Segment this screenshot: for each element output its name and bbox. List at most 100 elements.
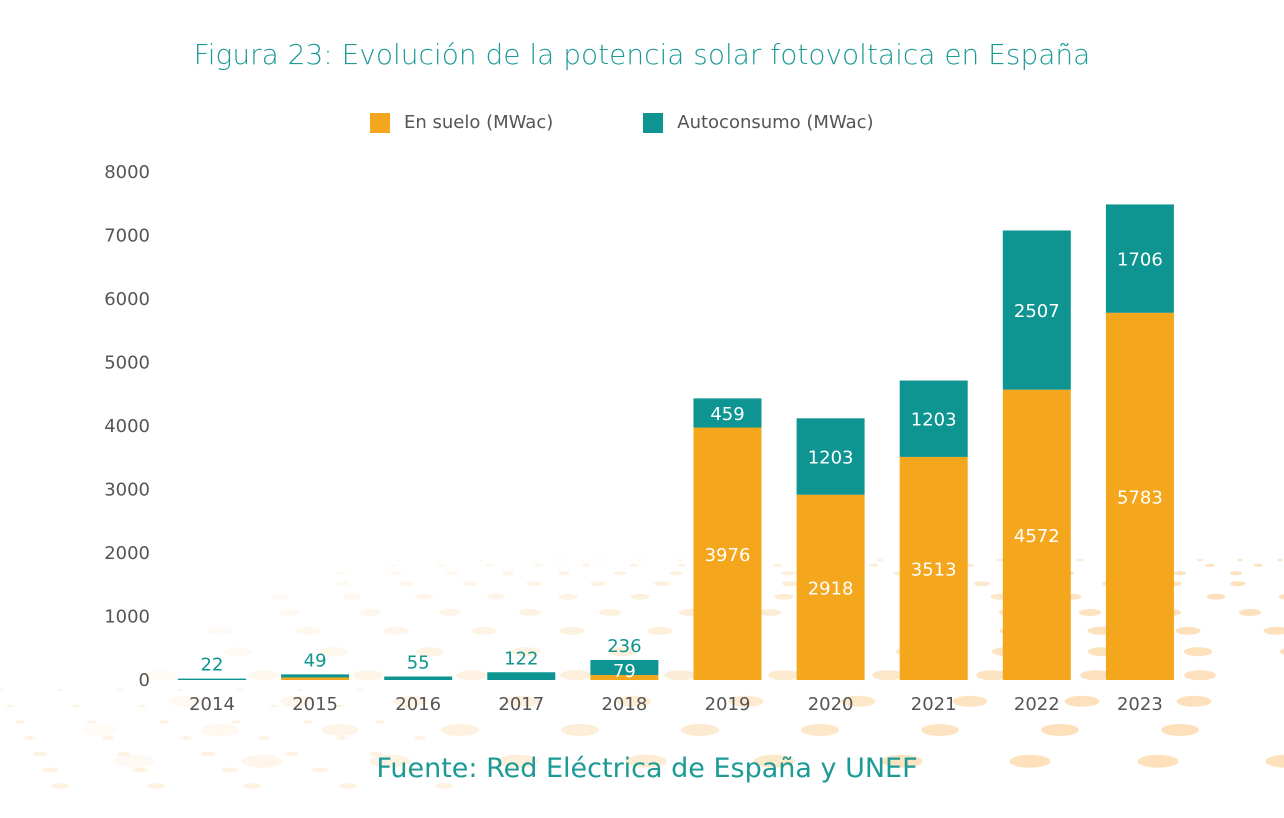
background-dot — [637, 559, 643, 561]
background-dot — [921, 724, 959, 736]
data-label: 5783 — [1117, 487, 1163, 508]
bar-segment-autoconsumo — [487, 672, 556, 680]
background-dot — [398, 581, 414, 587]
background-dot — [334, 581, 350, 587]
y-tick-label: 2000 — [104, 543, 150, 564]
bars: 22 49 55 122 79 236 3976 459 2918 1203 3513 1203 457… — [178, 204, 1174, 682]
legend: En suelo (MWac) Autoconsumo (MWac) — [370, 112, 964, 133]
legend-label: En suelo (MWac) — [404, 112, 554, 133]
background-dot — [557, 559, 563, 561]
background-dot — [1041, 724, 1079, 736]
background-dot — [613, 571, 627, 576]
background-dot — [560, 670, 592, 681]
background-dot — [336, 736, 348, 740]
background-dot — [1176, 695, 1212, 707]
background-dot — [113, 754, 155, 768]
legend-item-en-suelo: En suelo (MWac) — [370, 112, 553, 133]
background-dot — [590, 581, 606, 587]
background-dot — [768, 670, 800, 681]
background-dot — [773, 563, 783, 567]
background-dot — [616, 695, 652, 707]
background-dot — [437, 559, 443, 561]
background-dot — [869, 563, 879, 567]
background-dot — [441, 724, 479, 736]
background-dot — [168, 695, 204, 707]
background-dot — [774, 593, 794, 600]
data-label: 4572 — [1014, 526, 1060, 547]
background-dot — [270, 704, 278, 708]
bar-segment-en-suelo — [1002, 389, 1071, 680]
background-dot — [201, 751, 215, 757]
background-dot — [1237, 559, 1243, 561]
x-tick-label: 2018 — [601, 694, 647, 715]
background-dot — [144, 670, 176, 681]
background-dot — [497, 754, 539, 768]
x-tick-label: 2019 — [705, 694, 751, 715]
background-dot — [336, 704, 344, 708]
background-dot — [1253, 563, 1263, 567]
data-label: 49 — [304, 650, 327, 671]
background-dot — [1161, 724, 1199, 736]
background-dot — [237, 689, 243, 691]
background-dot — [147, 783, 165, 789]
background-dot — [1277, 559, 1283, 561]
background-dot — [445, 571, 459, 576]
background-dot — [279, 609, 301, 616]
background-dot — [877, 559, 883, 561]
legend-swatch-en-suelo — [370, 112, 390, 133]
background-dot — [51, 783, 69, 789]
x-tick-label: 2021 — [911, 694, 957, 715]
data-label: 3513 — [911, 559, 957, 580]
background-dot — [117, 751, 131, 757]
background-dot — [383, 626, 409, 635]
background-dot — [526, 581, 542, 587]
background-dot — [840, 695, 876, 707]
background-dot — [471, 626, 497, 635]
y-tick-label: 4000 — [104, 416, 150, 437]
y-tick-label: 6000 — [104, 289, 150, 310]
chart-title: Figura 23: Evolución de la potencia sola… — [193, 38, 1091, 71]
background-dot — [1265, 754, 1284, 768]
legend-swatch-autoconsumo — [643, 112, 664, 133]
data-label: 236 — [607, 636, 641, 657]
background-dot — [625, 754, 667, 768]
data-label: 1706 — [1117, 250, 1163, 271]
data-label: 79 — [613, 661, 636, 682]
background-dot — [1184, 670, 1216, 681]
background-dot — [1173, 571, 1187, 576]
background-dot — [132, 767, 148, 773]
bar-segment-autoconsumo — [796, 418, 865, 495]
background-dot — [1183, 647, 1213, 657]
background-dot — [1205, 563, 1215, 567]
bar-segment-en-suelo — [693, 427, 762, 680]
background-dot — [223, 647, 253, 657]
background-dot — [303, 720, 313, 724]
background-dot — [270, 593, 290, 600]
background-dot — [456, 670, 488, 681]
background-dot — [231, 720, 241, 724]
background-dot — [759, 609, 781, 616]
background-dot — [1239, 609, 1261, 616]
bar-segment-en-suelo — [796, 494, 865, 680]
background-dot — [1080, 670, 1112, 681]
background-dot — [15, 720, 25, 724]
background-dot — [201, 724, 239, 736]
bar-segment-en-suelo — [1105, 312, 1174, 680]
bar-segment-autoconsumo — [384, 676, 453, 680]
background-dot — [974, 581, 990, 587]
background-dot — [801, 724, 839, 736]
background-dot — [397, 559, 403, 561]
y-tick-label: 3000 — [104, 480, 150, 501]
background-dot — [342, 593, 362, 600]
background-dot — [581, 563, 591, 567]
data-label: 122 — [504, 648, 538, 669]
background-dot — [415, 647, 445, 657]
background-dot — [241, 754, 283, 768]
background-dot — [24, 736, 36, 740]
background-dot — [177, 689, 183, 691]
background-dot — [333, 571, 347, 576]
y-tick-label: 7000 — [104, 226, 150, 247]
background-dot — [243, 783, 261, 789]
background-dot — [976, 670, 1008, 681]
background-dot — [1009, 754, 1051, 768]
